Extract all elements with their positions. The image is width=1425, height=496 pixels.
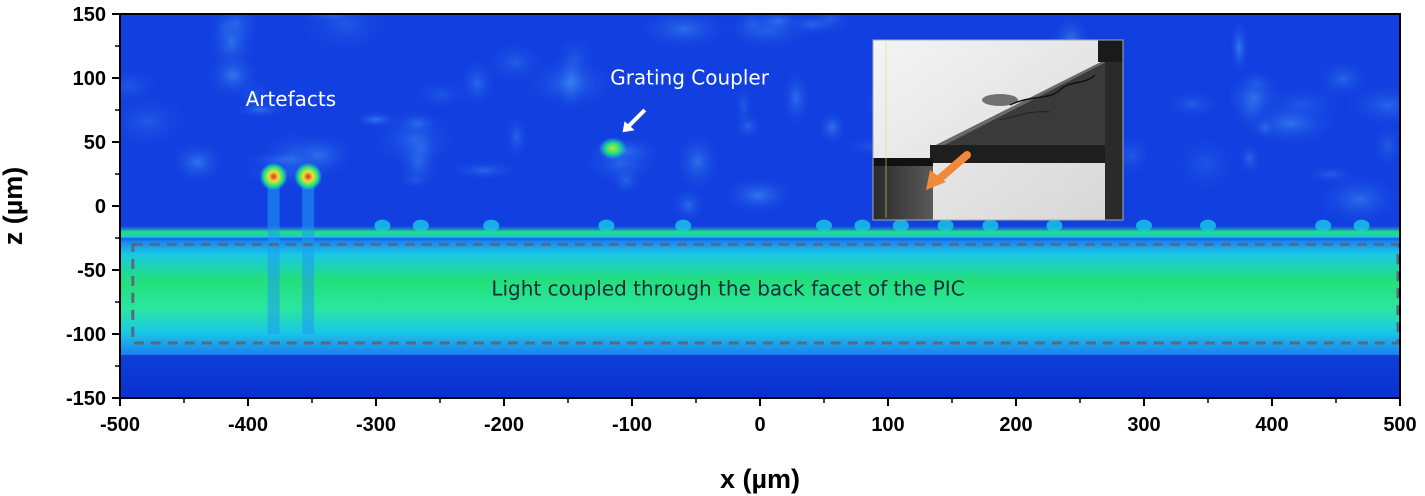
inset-micrograph	[872, 39, 1124, 221]
artefact-spot	[294, 162, 323, 191]
x-tick-label: -200	[484, 414, 524, 436]
artefacts-label: Artefacts	[246, 87, 337, 111]
noise-blotch	[504, 113, 530, 161]
noise-blotch	[368, 107, 460, 172]
noise-blotch	[1237, 141, 1262, 176]
inset-arrow-icon	[934, 151, 971, 184]
y-tick-label: 150	[73, 4, 106, 26]
noise-blotch	[781, 67, 811, 129]
noise-blotch	[1251, 115, 1278, 140]
y-tick-label: 100	[73, 68, 106, 90]
edge-bump	[937, 219, 954, 232]
noise-blotch	[1343, 82, 1400, 128]
edge-bump	[374, 219, 391, 232]
noise-blotch	[120, 92, 191, 151]
grating-coupler-spot	[598, 137, 627, 160]
x-tick-label: 0	[754, 414, 765, 436]
x-tick-label: -300	[356, 414, 396, 436]
y-axis-ticks: 150 100 50 0 -50 -100 -150	[66, 4, 120, 410]
noise-blotches	[120, 14, 1400, 227]
noise-blotch	[783, 14, 841, 37]
noise-blotch	[1165, 89, 1221, 119]
y-tick-label: -100	[66, 324, 106, 346]
noise-blotch	[1258, 84, 1348, 124]
edge-bump	[1046, 219, 1063, 232]
edge-bump	[598, 219, 615, 232]
noise-blotch	[297, 14, 394, 57]
x-axis-title: x (µm)	[720, 464, 800, 494]
back-facet-region-box	[131, 242, 1400, 345]
x-tick-label: 500	[1383, 414, 1416, 436]
x-axis-ticks: -500 -400 -300 -200 -100 0 100 200 300 400 500	[100, 398, 1417, 436]
x-tick-label: -500	[100, 414, 140, 436]
hot-spots	[259, 137, 627, 191]
annotations: Artefacts Grating Coupler Light coupled …	[246, 65, 965, 300]
edge-bump	[1200, 219, 1216, 232]
edge-bump	[412, 219, 429, 232]
artefact-spot	[259, 162, 288, 191]
noise-blotch	[634, 14, 733, 51]
y-tick-label: 50	[84, 132, 106, 154]
plot-area	[120, 14, 1400, 398]
noise-blotch	[169, 140, 226, 185]
artefact-streak	[302, 176, 315, 334]
edge-bump	[1353, 219, 1370, 232]
x-tick-label: 400	[1255, 414, 1288, 436]
y-tick-label: 0	[95, 196, 106, 218]
edge-bump	[1315, 219, 1332, 232]
noise-blotch	[410, 78, 472, 111]
noise-blotch	[1315, 172, 1400, 227]
axes: -500 -400 -300 -200 -100 0 100 200 300 400 500 150…	[0, 4, 1417, 494]
noise-blotch	[733, 82, 754, 130]
waveguide-edge	[120, 225, 1400, 238]
noise-blotch	[671, 186, 707, 224]
edge-bump	[1136, 219, 1152, 232]
back-facet-light-band	[120, 240, 1400, 355]
edge-bump	[892, 219, 909, 232]
noise-blotch	[205, 50, 261, 100]
artefact-streak	[267, 176, 280, 334]
edge-bump	[816, 219, 832, 232]
noise-blotch	[521, 55, 620, 112]
noise-blotch	[1237, 68, 1277, 97]
noise-blotch	[295, 14, 366, 25]
inset-arrow-head-icon	[926, 170, 946, 190]
x-tick-label: 200	[999, 414, 1032, 436]
noise-blotch	[484, 40, 547, 85]
x-tick-label: 100	[871, 414, 904, 436]
noise-blotch	[447, 160, 521, 181]
noise-blotch	[674, 130, 722, 194]
x-tick-label: -100	[612, 414, 652, 436]
y-axis-title: z (µm)	[0, 167, 28, 246]
edge-bump	[483, 219, 500, 232]
y-tick-label: -50	[77, 260, 106, 282]
noise-blotch	[1228, 18, 1250, 77]
noise-blotch	[1371, 120, 1400, 171]
grating-coupler-label: Grating Coupler	[610, 65, 770, 89]
x-tick-label: 300	[1127, 414, 1160, 436]
noise-blotch	[817, 109, 848, 146]
noise-blotch	[1304, 164, 1358, 185]
edge-bump	[675, 219, 692, 232]
x-tick-label: -400	[228, 414, 268, 436]
artefact-streaks	[267, 176, 315, 334]
back-facet-label: Light coupled through the back facet of …	[491, 277, 964, 301]
edge-bump	[854, 219, 871, 232]
noise-blotch	[1173, 133, 1239, 196]
y-tick-label: -150	[66, 388, 106, 410]
noise-blotch	[721, 175, 796, 215]
edge-bump	[982, 219, 999, 232]
edge-bumps	[374, 219, 1370, 232]
noise-blotch	[608, 163, 644, 197]
grating-coupler-arrow-icon	[622, 108, 647, 133]
